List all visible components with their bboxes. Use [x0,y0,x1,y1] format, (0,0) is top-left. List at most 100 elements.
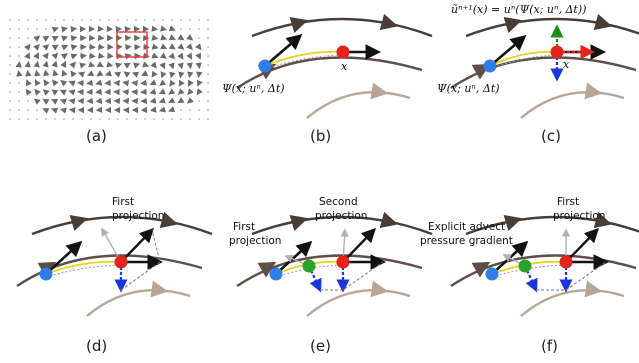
field-dot [36,19,38,21]
field-arrow [153,101,156,102]
caption-e: (e) [310,337,331,355]
field-dot [45,118,47,120]
field-dot [27,100,29,102]
field-dot [198,100,200,102]
departure-point [40,268,53,281]
field-dot [144,118,146,120]
field-dot [27,37,29,39]
psi-label: Ψ(x; uⁿ, Δt) [437,82,500,95]
grid-point [551,46,564,59]
grid-point [337,256,350,269]
field-dot [180,19,182,21]
departure-point [484,60,497,73]
field-dot [72,19,74,21]
field-arrow [71,92,74,93]
field-arrow [180,100,182,101]
field-arrow [162,55,165,57]
streamline-top [466,19,639,36]
field-dot [90,19,92,21]
field-arrow [98,83,101,84]
field-dot [9,73,11,75]
field-dot [126,19,128,21]
field-dot [18,55,20,57]
field-dot [189,118,191,120]
field-dot [117,118,119,120]
field-arrow [36,82,37,84]
streamline-arrowhead [372,289,380,290]
field-arrow [108,74,110,75]
field-dot [198,19,200,21]
field-dot [207,28,209,30]
field-arrow [46,64,47,67]
field-arrow [45,37,47,38]
field-arrow [63,55,66,57]
projection-guide [320,262,383,290]
field-dot [36,109,38,111]
field-arrow [162,46,165,47]
label-first: First [557,196,579,208]
grid-point [560,256,573,269]
streamline-top [252,19,432,36]
field-arrow [54,55,56,57]
field-arrow [54,29,56,30]
field-arrow [180,82,181,84]
field-arrow [135,74,137,75]
field-arrow [45,82,46,84]
field-dot [162,118,164,120]
streamline-lower [307,290,410,316]
label-explicit-advect: Explicit advect [428,221,505,233]
field-dot [36,28,38,30]
caption-f: (f) [541,337,558,355]
streamline-arrowhead [586,91,594,92]
field-dot [99,19,101,21]
field-arrow [54,38,56,39]
field-arrow [180,46,182,48]
field-dot [207,100,209,102]
field-arrow [152,92,155,93]
field-arrow [172,64,173,67]
field-arrow [36,37,37,38]
label-projection: projection [229,235,281,247]
field-arrow [63,91,66,92]
field-dot [207,109,209,111]
field-dot [153,19,155,21]
field-dot [180,109,182,111]
field-arrow [189,100,190,101]
point-label-x: x [563,58,570,71]
field-dot [207,46,209,48]
field-arrow [125,56,128,57]
field-arrow [99,73,101,74]
field-arrow [28,82,29,84]
field-arrow [162,38,164,39]
streamline-lower [87,290,190,316]
field-arrow [162,110,164,111]
field-dot [135,19,137,21]
field-dot [81,118,83,120]
label-projection: projection [112,210,164,222]
field-dot [45,28,47,30]
field-dot [198,109,200,111]
label-projection-2: projection [315,210,367,222]
field-arrow [99,64,101,65]
field-dot [108,118,110,120]
field-arrow [152,55,155,56]
field-dot [171,118,173,120]
field-arrow [81,65,83,66]
streamline-arrowhead [586,289,594,290]
field-dot [108,19,110,21]
field-dot [90,118,92,120]
field-arrow [125,83,128,84]
streamline-middle [451,256,636,286]
caption-c: (c) [541,127,561,145]
field-dot [18,82,20,84]
field-arrow [54,110,56,111]
field-dot [18,37,20,39]
field-dot [9,82,11,84]
field-dot [9,19,11,21]
field-dot [207,37,209,39]
field-arrow [71,82,74,83]
field-arrow [108,65,110,66]
field-arrow [180,91,182,93]
